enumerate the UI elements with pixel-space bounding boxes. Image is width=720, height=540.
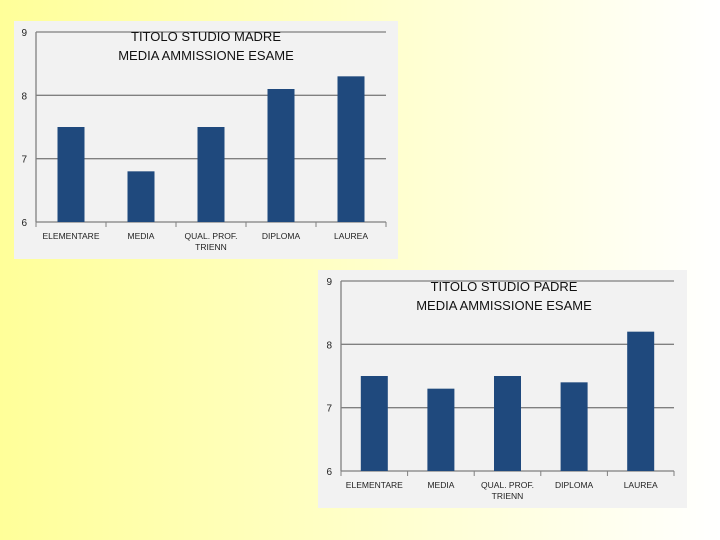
bar-diploma — [267, 89, 295, 222]
chart-padre-svg: 6 7 8 9 ELEMENTARE MEDIA QUAL. PROF. TRIENN DIPL… — [326, 277, 675, 501]
bar-diploma — [560, 382, 588, 471]
chart-madre-svg: 6 7 8 9 ELEMENTARE MEDIA QUAL. PROF. TRIENN DIPL… — [21, 28, 387, 252]
x-tick-label: DIPLOMA — [262, 231, 301, 241]
y-tick-label: 6 — [326, 467, 332, 478]
bar-laurea — [627, 331, 655, 471]
bar-qual-prof-trienn — [494, 376, 521, 471]
y-tick-label: 7 — [21, 155, 27, 166]
chart-title: TITOLO STUDIO PADRE MEDIA AMMISSIONE ESAM… — [416, 279, 592, 313]
x-tick-label: LAUREA — [334, 231, 368, 241]
x-tick-label: DIPLOMA — [555, 480, 594, 490]
y-tick-label: 8 — [21, 91, 27, 102]
chart-madre: 6 7 8 9 ELEMENTARE MEDIA QUAL. PROF. TRIENN DIPL… — [14, 21, 398, 259]
y-tick-label: 9 — [21, 28, 27, 39]
x-tick-label: QUAL. PROF. TRIENN — [481, 480, 534, 501]
x-tick-label: ELEMENTARE — [346, 480, 403, 490]
x-tick-label: MEDIA — [128, 231, 155, 241]
bar-qual-prof-trienn — [197, 127, 225, 222]
bar-media — [427, 388, 455, 471]
y-tick-label: 8 — [326, 340, 332, 351]
chart-title: TITOLO STUDIO MADRE MEDIA AMMISSIONE ESAM… — [118, 29, 294, 63]
bar-elementare — [57, 127, 85, 222]
y-tick-label: 6 — [21, 218, 27, 229]
bar-laurea — [337, 76, 365, 222]
x-tick-label: ELEMENTARE — [43, 231, 100, 241]
y-tick-label: 7 — [326, 404, 332, 415]
chart-padre: 6 7 8 9 ELEMENTARE MEDIA QUAL. PROF. TRIENN DIPL… — [318, 270, 687, 508]
bar-elementare — [360, 376, 388, 471]
y-tick-label: 9 — [326, 277, 332, 288]
x-tick-label: LAUREA — [624, 480, 658, 490]
x-tick-label: MEDIA — [427, 480, 454, 490]
x-tick-label: QUAL. PROF. TRIENN — [185, 231, 238, 252]
bar-media — [127, 171, 155, 222]
